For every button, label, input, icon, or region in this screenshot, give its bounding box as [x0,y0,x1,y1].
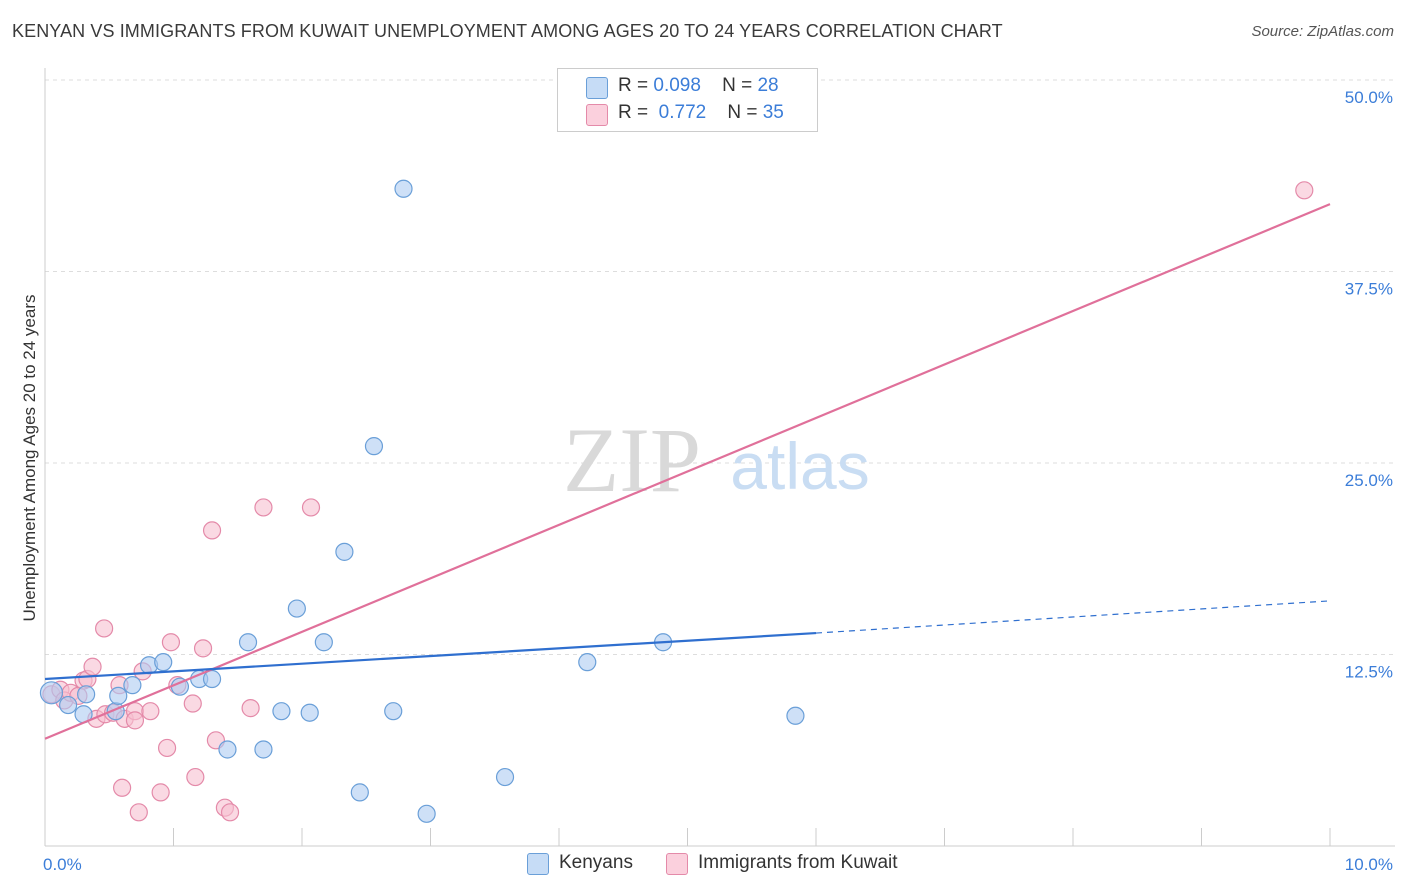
kenyan-point [578,653,597,672]
kenyan-point [59,695,78,715]
kenyan-point [384,702,403,721]
kenyan-point [238,633,258,652]
tick-labels: 12.5% 25.0% 37.5% 50.0% 0.0% 10.0% [43,88,1393,874]
kenyan-point [335,542,354,561]
legend-n-label: N = [727,102,758,123]
kuwait-point [220,803,240,822]
kenyan-point [495,767,515,787]
kuwait-point [301,498,321,517]
kuwait-point [183,694,202,713]
kuwait-point [83,657,102,676]
kenyan-point [287,599,306,618]
bottom-legend-swatch-kenyans [527,853,549,875]
x-tick-label: 10.0% [1345,855,1393,874]
y-tick-label: 25.0% [1345,471,1393,490]
kuwait-point [95,619,114,638]
kuwait-point [202,521,222,540]
trend-lines [44,203,1331,740]
kuwait-point [125,711,145,730]
kenyan-points [39,179,805,823]
kenyan-point [272,702,291,721]
kenyan-point [218,740,237,759]
kuwait-point [161,633,181,652]
legend-n-label: N = [722,75,753,96]
legend-swatch-kuwait [586,104,608,126]
legend-r-value-kenyans: 0.098 [653,75,701,96]
watermark-atlas: atlas [730,429,869,503]
legend-r-label: R = [618,75,649,96]
kenyan-point [364,437,384,456]
axis-layer [44,68,1395,847]
y-axis-label: Unemployment Among Ages 20 to 24 years [20,294,39,622]
kenyan-point [109,686,128,705]
y-tick-label: 12.5% [1345,663,1393,682]
kuwait-point [193,639,213,658]
kuwait-point [1295,181,1314,200]
kenyan-point [350,783,369,802]
kenyan-trend-extension [815,600,1331,634]
kenyan-point [254,740,273,759]
kenyan-point [314,633,333,652]
legend-n-value-kenyans: 28 [757,75,779,96]
bottom-legend-label-kenyans: Kenyans [559,852,633,873]
bottom-legend-label-kuwait: Immigrants from Kuwait [698,852,898,873]
kuwait-point [129,803,148,822]
kenyan-point [77,685,96,704]
legend-box: R = 0.098 N = 28 R = 0.772 N = 35 [557,68,818,132]
kenyan-point [39,681,64,705]
kuwait-trend-line [44,203,1331,740]
x-tick-label: 0.0% [43,855,82,874]
kuwait-point [241,699,260,718]
legend-r-label: R = [618,102,649,123]
kuwait-point [141,702,160,721]
y-tick-label: 37.5% [1345,280,1393,299]
kuwait-point [254,498,273,517]
kuwait-point [186,767,205,787]
bottom-legend-swatch-kuwait [666,853,688,875]
kenyan-point [123,676,142,695]
kuwait-point [151,783,170,802]
legend-swatch-kenyans [586,77,608,99]
kenyan-point [786,706,805,725]
kenyan-point [154,653,173,672]
kenyan-point [202,669,222,689]
kenyan-point [394,179,413,198]
legend-r-value-kuwait: 0.772 [658,102,707,123]
legend-n-value-kuwait: 35 [762,102,784,123]
grid-layer [45,79,1395,655]
kenyan-point [300,703,319,722]
kenyan-point [417,804,436,823]
chart-title: KENYAN VS IMMIGRANTS FROM KUWAIT UNEMPLO… [12,21,1003,41]
kuwait-point [157,738,177,758]
y-tick-label: 50.0% [1345,88,1393,107]
kenyan-trend-line [44,631,817,681]
kuwait-point [112,778,132,797]
source-label: Source: ZipAtlas.com [1251,23,1394,40]
